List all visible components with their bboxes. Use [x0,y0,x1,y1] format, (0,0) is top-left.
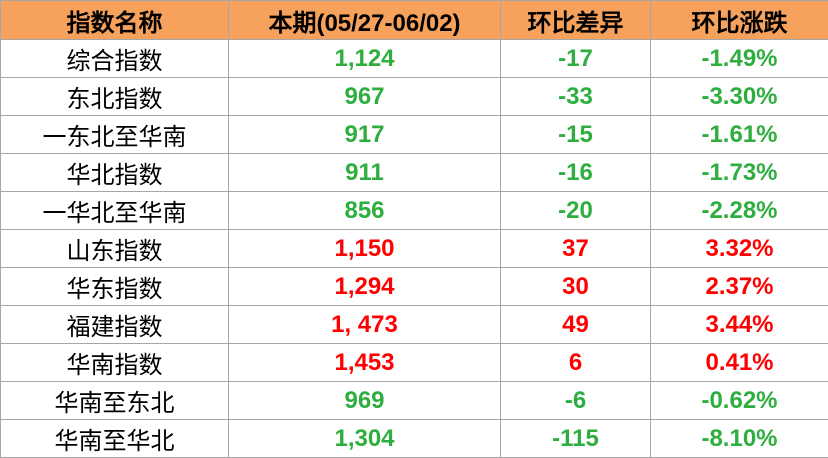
value-cell: -0.62% [651,382,828,420]
value-cell: -17 [501,40,651,78]
value-cell: 1,294 [229,268,501,306]
index-name: 华东指数 [1,268,229,306]
index-name: 一东北至华南 [1,116,229,154]
index-name: 东北指数 [1,78,229,116]
value-cell: -16 [501,154,651,192]
value-cell: 917 [229,116,501,154]
index-name: 山东指数 [1,230,229,268]
index-name: 华南指数 [1,344,229,382]
value-cell: 1,124 [229,40,501,78]
value-cell: -1.73% [651,154,828,192]
value-cell: 856 [229,192,501,230]
value-cell: -1.61% [651,116,828,154]
value-cell: -6 [501,382,651,420]
value-cell: 969 [229,382,501,420]
index-name: 综合指数 [1,40,229,78]
value-cell: 3.32% [651,230,828,268]
index-name: 福建指数 [1,306,229,344]
value-cell: -2.28% [651,192,828,230]
value-cell: 2.37% [651,268,828,306]
value-cell: 967 [229,78,501,116]
header-cell: 环比差异 [501,1,651,40]
value-cell: -15 [501,116,651,154]
header-cell: 环比涨跌 [651,1,828,40]
value-cell: 911 [229,154,501,192]
value-cell: 1,150 [229,230,501,268]
index-name: 一华北至华南 [1,192,229,230]
value-cell: 0.41% [651,344,828,382]
value-cell: 6 [501,344,651,382]
value-cell: -20 [501,192,651,230]
value-cell: 49 [501,306,651,344]
index-name: 华北指数 [1,154,229,192]
header-cell: 指数名称 [1,1,229,40]
value-cell: -1.49% [651,40,828,78]
value-cell: 1,453 [229,344,501,382]
value-cell: -115 [501,420,651,458]
value-cell: 1,304 [229,420,501,458]
index-name: 华南至华北 [1,420,229,458]
value-cell: -3.30% [651,78,828,116]
header-cell: 本期(05/27-06/02) [229,1,501,40]
value-cell: 3.44% [651,306,828,344]
index-name: 华南至东北 [1,382,229,420]
value-cell: 1, 473 [229,306,501,344]
value-cell: -8.10% [651,420,828,458]
header-row: 指数名称本期(05/27-06/02)环比差异环比涨跌 [1,1,828,40]
value-cell: -33 [501,78,651,116]
value-cell: 30 [501,268,651,306]
value-cell: 37 [501,230,651,268]
